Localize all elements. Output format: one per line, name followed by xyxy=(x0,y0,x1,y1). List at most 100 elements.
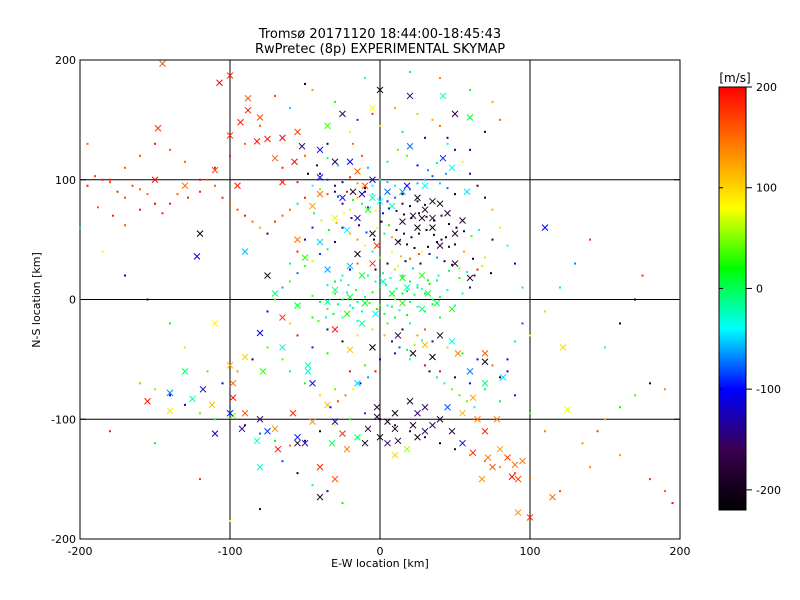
x-axis-label: E-W location [km] xyxy=(331,557,429,570)
data-point-x xyxy=(229,379,237,387)
data-point-dot xyxy=(397,148,399,151)
data-point-dot xyxy=(439,76,441,79)
data-point-dot xyxy=(454,193,456,196)
data-point-x xyxy=(354,433,361,441)
data-point-dot xyxy=(386,160,389,163)
data-point-dot xyxy=(499,118,501,121)
data-point-dot xyxy=(589,466,591,469)
data-point-dot xyxy=(514,394,516,397)
data-point-x xyxy=(358,272,366,279)
data-point-dot xyxy=(596,430,599,433)
colorbar-tick-label: -200 xyxy=(756,484,781,497)
data-point-dot xyxy=(664,388,666,391)
data-point-dot xyxy=(473,406,476,409)
data-point-dot xyxy=(304,439,306,442)
x-tick-label: -200 xyxy=(68,545,93,558)
data-point-dot xyxy=(244,424,246,427)
data-point-dot xyxy=(274,298,276,301)
data-point-dot xyxy=(344,394,347,397)
data-point-dot xyxy=(364,296,366,299)
data-point-dot xyxy=(634,298,636,301)
data-point-dot xyxy=(335,221,338,224)
data-point-dot xyxy=(401,202,404,205)
data-point-dot xyxy=(316,164,318,167)
data-point-dot xyxy=(229,202,231,205)
data-point-x xyxy=(429,421,436,429)
data-point-dot xyxy=(341,181,344,184)
data-point-dot xyxy=(379,286,381,289)
data-point-x xyxy=(459,217,466,224)
data-point-dot xyxy=(380,220,383,223)
data-point-x xyxy=(238,425,246,433)
data-point-dot xyxy=(334,100,336,103)
data-point-x xyxy=(301,254,309,261)
data-point-dot xyxy=(439,182,441,185)
data-point-dot xyxy=(340,279,342,282)
data-point-x xyxy=(496,445,504,453)
data-point-x xyxy=(301,439,309,447)
data-point-x xyxy=(373,403,381,411)
y-tick-label: -200 xyxy=(51,533,76,546)
data-point-dot xyxy=(406,348,408,351)
data-point-dot xyxy=(454,243,456,246)
data-point-dot xyxy=(361,154,363,157)
data-point-x xyxy=(429,197,436,205)
data-point-dot xyxy=(448,245,450,248)
data-point-dot xyxy=(421,250,423,253)
data-point-dot xyxy=(431,118,434,121)
data-point-dot xyxy=(371,250,374,253)
data-point-dot xyxy=(382,272,384,275)
data-point-x xyxy=(294,302,301,309)
data-point-dot xyxy=(199,478,201,481)
data-point-dot xyxy=(469,286,471,289)
data-point-dot xyxy=(359,382,362,385)
data-point-dot xyxy=(319,252,321,255)
data-point-x xyxy=(331,214,339,222)
data-point-dot xyxy=(341,340,344,343)
data-point-x xyxy=(369,344,376,351)
data-point-dot xyxy=(79,226,81,229)
data-point-x xyxy=(358,320,366,327)
data-point-dot xyxy=(451,388,453,391)
data-point-x xyxy=(361,299,369,307)
data-point-dot xyxy=(466,400,468,403)
data-point-dot xyxy=(229,406,231,409)
data-point-dot xyxy=(374,370,377,373)
data-point-dot xyxy=(97,206,99,209)
data-point-x xyxy=(418,272,426,279)
data-point-dot xyxy=(371,112,374,115)
y-tick-label: -100 xyxy=(51,413,76,426)
data-point-x xyxy=(216,79,223,87)
data-point-dot xyxy=(116,190,119,193)
data-point-x xyxy=(459,409,466,417)
data-point-x xyxy=(343,226,351,234)
data-point-dot xyxy=(619,454,621,457)
data-point-dot xyxy=(379,418,381,421)
data-point-dot xyxy=(364,190,366,193)
data-point-dot xyxy=(416,182,419,185)
data-point-dot xyxy=(379,256,381,259)
data-point-dot xyxy=(112,214,114,217)
data-point-dot xyxy=(440,214,443,217)
data-point-dot xyxy=(589,238,591,241)
data-point-dot xyxy=(289,280,291,283)
data-point-x xyxy=(256,415,264,423)
x-tick-label: 100 xyxy=(520,545,541,558)
data-point-x xyxy=(343,310,351,318)
data-point-dot xyxy=(326,178,329,181)
data-point-x xyxy=(226,132,234,139)
data-point-x xyxy=(253,437,261,445)
data-point-x xyxy=(414,433,421,441)
data-point-x xyxy=(493,415,501,423)
data-point-x xyxy=(508,473,516,481)
data-point-dot xyxy=(383,334,386,337)
data-point-dot xyxy=(413,344,416,347)
data-point-dot xyxy=(458,267,461,270)
data-point-dot xyxy=(433,233,435,236)
data-point-x xyxy=(372,310,379,318)
data-point-dot xyxy=(413,293,416,296)
data-point-dot xyxy=(437,274,440,277)
data-point-dot xyxy=(281,214,284,217)
data-point-dot xyxy=(356,334,359,337)
data-point-dot xyxy=(418,212,420,215)
